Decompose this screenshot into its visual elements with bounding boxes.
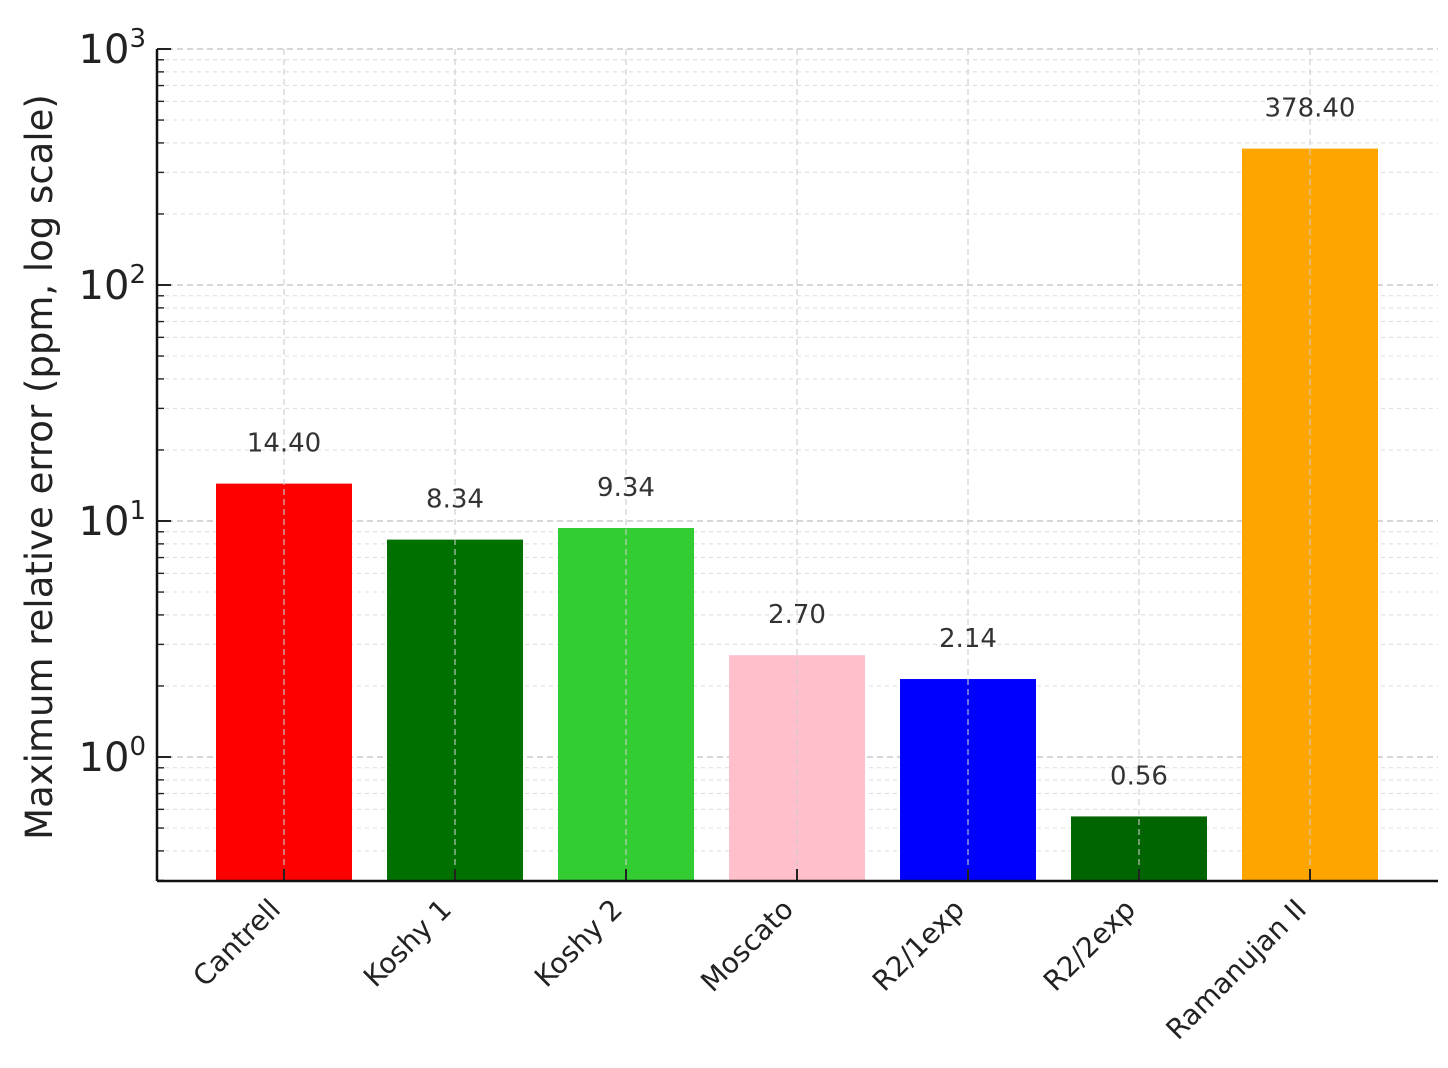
data-label: 8.34 bbox=[426, 485, 484, 515]
bar bbox=[729, 655, 865, 881]
y-axis-label: Maximum relative error (ppm, log scale) bbox=[18, 94, 61, 840]
y-tick-label: 103 bbox=[79, 24, 146, 73]
y-tick-label: 101 bbox=[79, 496, 146, 545]
axes bbox=[155, 48, 1438, 883]
x-tick-label: Moscato bbox=[694, 893, 800, 999]
data-label: 0.56 bbox=[1110, 761, 1168, 791]
x-tick-label: Koshy 1 bbox=[357, 893, 458, 994]
y-tick-label: 100 bbox=[79, 732, 146, 781]
y-tick-labels: 100 101 102 103 bbox=[79, 24, 146, 781]
x-tick-label: Koshy 2 bbox=[528, 893, 629, 994]
y-tick-label: 102 bbox=[79, 260, 146, 309]
data-label: 9.34 bbox=[597, 473, 655, 503]
x-tick-label: Cantrell bbox=[186, 893, 286, 993]
vertical-grid bbox=[283, 49, 1311, 881]
x-tick-label: R2/1exp bbox=[866, 893, 971, 998]
data-label: 2.14 bbox=[939, 624, 997, 654]
x-tick-label: R2/2exp bbox=[1037, 893, 1142, 998]
x-tick-labels: Cantrell Koshy 1 Koshy 2 Moscato R2/1exp R2/2… bbox=[186, 893, 1312, 1046]
data-label: 14.40 bbox=[247, 429, 321, 459]
data-labels: 14.40 8.34 9.34 2.70 2.14 0.56 378.40 bbox=[247, 94, 1356, 792]
data-label: 2.70 bbox=[768, 600, 826, 630]
x-tick-label: Ramanujan II bbox=[1159, 893, 1312, 1046]
data-label: 378.40 bbox=[1265, 94, 1356, 124]
